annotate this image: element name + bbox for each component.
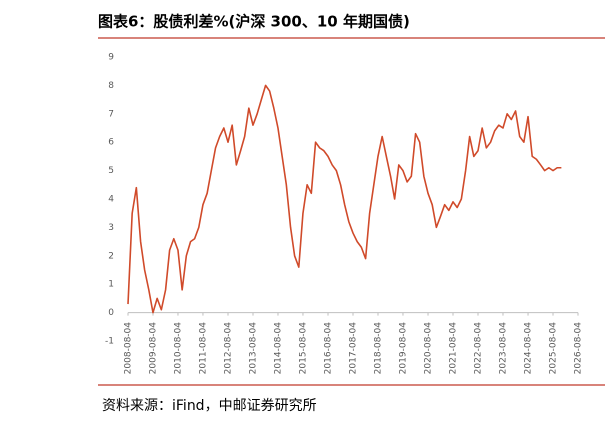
source-note: 资料来源：iFind，中邮证券研究所	[102, 398, 317, 414]
y-tick-label: 6	[108, 138, 114, 148]
x-tick-label: 2008-08-04	[124, 322, 134, 375]
y-tick-label: -1	[105, 337, 114, 347]
y-tick-label: 9	[108, 53, 114, 63]
x-tick-label: 2019-08-04	[398, 322, 408, 375]
x-tick-label: 2024-08-04	[524, 322, 534, 375]
x-tick-label: 2013-08-04	[248, 322, 258, 375]
series-line	[127, 84, 562, 314]
x-tick-label: 2016-08-04	[324, 322, 334, 375]
x-tick-label: 2021-08-04	[449, 322, 459, 375]
x-tick-label: 2015-08-04	[298, 322, 308, 375]
x-tick-label: 2018-08-04	[373, 322, 383, 375]
chart-title: 图表6：股债利差%(沪深 300、10 年期国债)	[98, 13, 410, 31]
x-tick-label: 2009-08-04	[148, 322, 158, 375]
x-tick-label: 2020-08-04	[424, 322, 434, 375]
y-tick-label: 4	[108, 195, 114, 205]
x-tick-label: 2025-08-04	[549, 322, 559, 375]
x-tick-label: 2022-08-04	[473, 322, 483, 375]
y-tick-label: 7	[108, 109, 114, 119]
x-tick-label: 2014-08-04	[273, 322, 283, 375]
x-tick-label: 2010-08-04	[173, 322, 183, 375]
y-tick-label: 3	[108, 223, 114, 233]
x-tick-label: 2026-08-04	[574, 322, 584, 375]
x-tick-label: 2011-08-04	[198, 322, 208, 375]
x-tick-label: 2017-08-04	[349, 322, 359, 375]
y-tick-label: 1	[108, 280, 114, 290]
y-tick-label: 5	[108, 166, 114, 176]
y-tick-label: 0	[108, 308, 114, 318]
y-tick-label: 2	[108, 251, 114, 261]
x-tick-label: 2012-08-04	[224, 322, 234, 375]
x-tick-label: 2023-08-04	[498, 322, 508, 375]
y-tick-label: 8	[108, 81, 114, 91]
